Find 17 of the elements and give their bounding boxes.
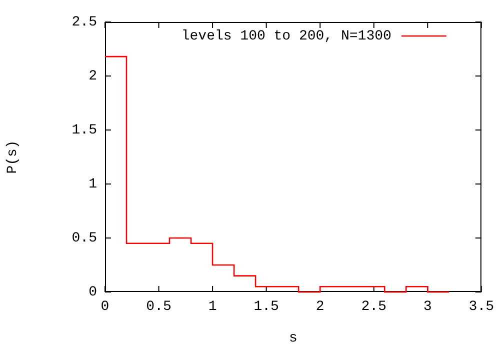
x-tick-label: 1.5 [254, 299, 279, 316]
y-tick-label: 1 [88, 176, 97, 193]
x-tick-label: 2 [316, 299, 324, 316]
x-tick-label: 1 [208, 299, 217, 316]
x-tick-label: 0.5 [146, 299, 172, 316]
x-tick-label: 0 [100, 299, 110, 316]
x-tick-label: 3 [423, 299, 432, 316]
y-tick-label: 1.5 [72, 122, 97, 139]
x-axis-title: s [288, 330, 298, 346]
legend-label: levels 100 to 200, N=1300 [181, 28, 392, 45]
x-tick-label: 3.5 [468, 299, 494, 316]
y-tick-label: 0 [88, 284, 97, 301]
x-tick-label: 2.5 [361, 299, 386, 316]
y-tick-label: 2 [88, 68, 97, 85]
y-tick-label: 2.5 [72, 14, 97, 31]
y-tick-label: 0.5 [72, 230, 97, 247]
y-axis-title: P(s) [5, 140, 22, 174]
